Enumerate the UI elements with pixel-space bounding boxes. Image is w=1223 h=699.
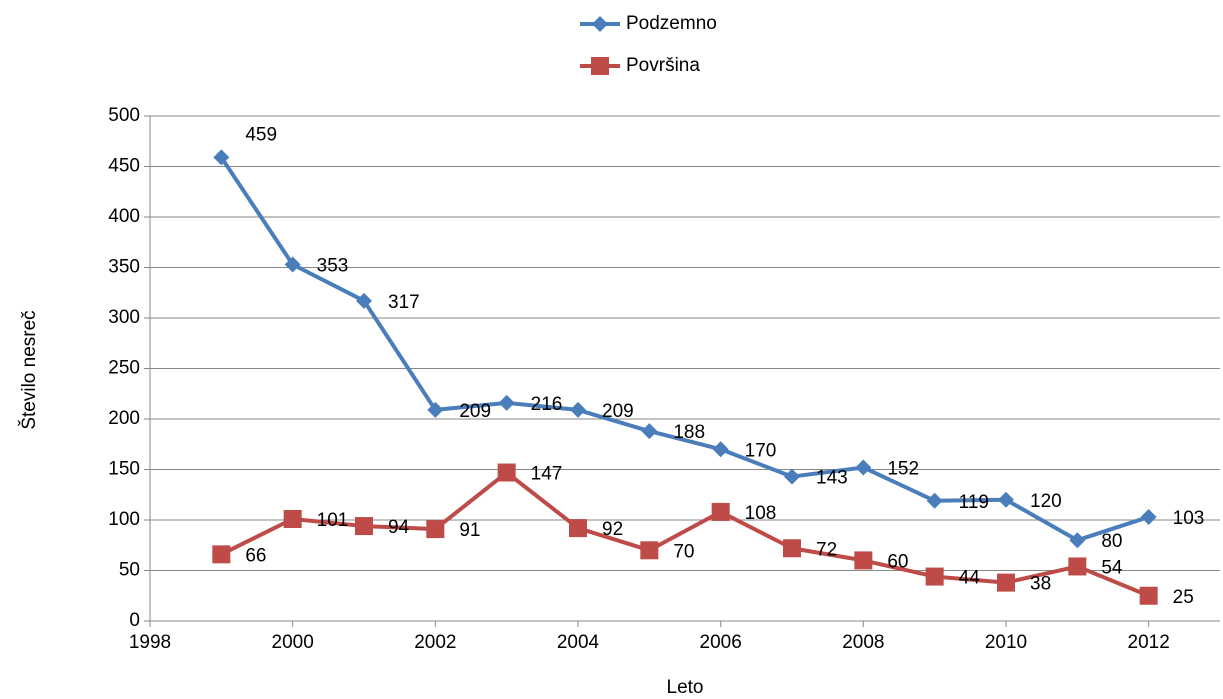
x-tick-label: 2004 xyxy=(557,632,600,653)
data-label: 94 xyxy=(388,517,410,538)
y-tick-label: 450 xyxy=(108,156,140,177)
data-label: 101 xyxy=(317,510,349,531)
data-point xyxy=(783,539,801,558)
y-tick-label: 300 xyxy=(108,307,140,328)
data-label: 108 xyxy=(745,503,777,524)
data-point xyxy=(925,567,944,586)
data-label: 188 xyxy=(673,422,705,443)
legend-marker xyxy=(592,16,608,32)
series-line xyxy=(219,156,1150,543)
data-label: 70 xyxy=(673,541,694,562)
data-point xyxy=(213,149,230,166)
legend-label: Površina xyxy=(626,55,700,76)
data-point xyxy=(427,401,444,418)
data-label: 152 xyxy=(887,458,919,479)
data-label: 170 xyxy=(745,440,777,461)
data-label: 60 xyxy=(887,551,908,572)
data-point xyxy=(356,292,372,309)
y-tick-label: 350 xyxy=(108,257,140,278)
data-point xyxy=(641,423,658,440)
data-point xyxy=(497,463,516,482)
y-tick-label: 150 xyxy=(108,459,140,480)
y-axis-label: Število nesreč xyxy=(18,310,40,429)
data-label: 72 xyxy=(816,539,837,560)
data-point xyxy=(855,459,872,476)
x-tick-label: 2012 xyxy=(1128,632,1170,653)
data-label: 54 xyxy=(1101,557,1123,578)
data-label: 317 xyxy=(388,292,420,313)
data-point xyxy=(640,541,659,560)
y-tick-label: 400 xyxy=(108,206,140,227)
series-line xyxy=(220,470,1150,598)
data-point xyxy=(1069,532,1086,549)
data-label: 91 xyxy=(459,520,480,541)
x-tick-label: 2008 xyxy=(842,632,884,653)
data-point xyxy=(1068,557,1087,576)
data-point xyxy=(784,468,800,485)
legend-label: Podzemno xyxy=(626,13,717,34)
data-point xyxy=(711,502,730,521)
data-point xyxy=(1139,586,1158,605)
x-tick-label: 1998 xyxy=(129,632,171,653)
data-label: 25 xyxy=(1173,587,1194,608)
data-label: 209 xyxy=(459,401,491,422)
data-point xyxy=(212,545,231,564)
y-tick-label: 500 xyxy=(108,105,140,126)
y-tick-label: 200 xyxy=(108,408,140,429)
data-label: 119 xyxy=(959,492,989,513)
data-point xyxy=(498,394,515,411)
data-label: 38 xyxy=(1030,574,1051,595)
data-label: 147 xyxy=(531,464,563,485)
data-label: 80 xyxy=(1101,531,1122,552)
y-tick-label: 100 xyxy=(108,509,140,530)
data-point xyxy=(426,520,445,539)
x-tick-label: 2000 xyxy=(272,632,314,653)
data-point xyxy=(1140,508,1157,525)
data-label: 216 xyxy=(531,394,563,415)
data-label: 44 xyxy=(959,568,981,589)
legend-marker xyxy=(591,57,609,75)
x-axis-label: Leto xyxy=(667,677,704,698)
data-label: 92 xyxy=(602,519,623,540)
data-label: 353 xyxy=(317,255,349,276)
data-point xyxy=(854,551,873,570)
data-point xyxy=(712,441,729,458)
data-label: 103 xyxy=(1173,508,1205,529)
y-tick-label: 0 xyxy=(129,610,140,631)
data-point xyxy=(926,492,943,509)
data-point xyxy=(355,517,373,536)
data-point xyxy=(284,256,301,273)
y-tick-label: 250 xyxy=(108,358,140,379)
x-tick-label: 2006 xyxy=(700,632,742,653)
data-label: 66 xyxy=(245,545,266,566)
data-point xyxy=(569,519,587,538)
data-label: 120 xyxy=(1030,491,1062,512)
data-label: 209 xyxy=(602,401,634,422)
y-tick-label: 50 xyxy=(119,560,140,581)
x-tick-label: 2010 xyxy=(985,632,1027,653)
data-label: 459 xyxy=(245,124,277,145)
data-point xyxy=(570,401,586,418)
data-point xyxy=(997,573,1015,592)
data-point xyxy=(998,491,1014,508)
data-label: 143 xyxy=(816,468,848,489)
data-point xyxy=(283,509,302,528)
x-tick-label: 2002 xyxy=(414,632,456,653)
